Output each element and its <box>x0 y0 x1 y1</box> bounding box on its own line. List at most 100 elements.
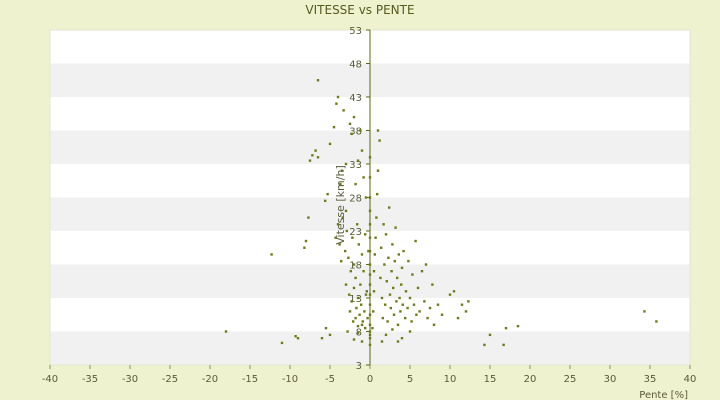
data-point <box>342 109 345 112</box>
data-point <box>412 303 416 306</box>
y-tick-label: 48 <box>349 60 362 71</box>
y-tick-label: 3 <box>356 361 362 372</box>
data-point <box>324 326 328 330</box>
data-point <box>418 310 421 313</box>
data-point <box>368 293 372 296</box>
data-point <box>399 310 402 313</box>
data-point <box>368 303 372 306</box>
data-point <box>407 259 410 263</box>
data-point <box>381 316 384 320</box>
data-point <box>344 283 348 286</box>
data-point <box>420 270 424 273</box>
data-point <box>356 296 360 300</box>
data-point <box>336 95 340 99</box>
data-point <box>304 239 308 243</box>
data-point <box>383 263 386 266</box>
y-tick-label: 28 <box>349 194 362 205</box>
data-point <box>296 337 300 340</box>
data-point <box>395 300 398 303</box>
data-point <box>368 249 372 253</box>
x-tick-label: -5 <box>325 374 335 385</box>
data-point <box>360 303 363 306</box>
data-point <box>373 253 376 256</box>
data-point <box>390 270 393 273</box>
x-tick-label: 35 <box>644 374 657 385</box>
x-tick-label: -25 <box>162 374 178 385</box>
data-point <box>396 323 400 326</box>
data-point <box>368 343 372 347</box>
y-tick-label: 33 <box>349 160 362 171</box>
data-point <box>396 340 400 343</box>
data-point <box>314 149 317 152</box>
data-point <box>504 326 508 330</box>
x-tick-label: -30 <box>122 374 138 385</box>
data-point <box>334 236 337 239</box>
data-point <box>356 159 360 162</box>
data-point <box>344 209 348 213</box>
data-point <box>440 313 444 316</box>
y-tick-label: 13 <box>349 294 362 305</box>
data-point <box>360 340 364 343</box>
data-point <box>367 249 370 253</box>
data-point <box>452 290 456 293</box>
data-point <box>360 323 364 326</box>
data-point <box>376 129 380 132</box>
data-point <box>384 303 387 306</box>
data-point <box>423 300 426 303</box>
data-point <box>368 323 372 326</box>
data-point <box>350 300 353 303</box>
data-point <box>368 263 372 266</box>
data-point <box>431 283 434 286</box>
data-point <box>358 313 361 316</box>
data-point <box>364 196 368 199</box>
data-point <box>516 324 520 328</box>
data-point <box>270 253 273 256</box>
data-point <box>280 341 284 345</box>
data-point <box>374 236 377 239</box>
data-point <box>224 330 228 333</box>
data-point <box>386 320 389 323</box>
data-point <box>344 162 348 166</box>
data-point <box>328 142 332 146</box>
data-point <box>359 129 362 132</box>
data-point <box>467 300 470 303</box>
data-point <box>368 223 372 226</box>
x-tick-label: -20 <box>202 374 218 385</box>
data-point <box>388 293 392 296</box>
data-point <box>349 270 352 273</box>
data-point <box>361 320 364 323</box>
data-point <box>392 313 396 316</box>
data-point <box>376 192 379 196</box>
x-tick-label: 20 <box>524 374 537 385</box>
data-point <box>483 343 486 347</box>
data-point <box>368 313 372 316</box>
data-point <box>357 243 360 246</box>
x-tick-label: 30 <box>604 374 617 385</box>
data-point <box>341 216 344 219</box>
data-point <box>368 337 372 340</box>
data-point <box>345 229 348 233</box>
data-point <box>406 306 409 310</box>
data-point <box>365 290 368 293</box>
data-point <box>411 273 414 276</box>
data-point <box>362 176 365 179</box>
data-point <box>348 310 352 313</box>
data-point <box>354 276 357 280</box>
data-point <box>351 236 354 239</box>
data-point <box>344 249 347 253</box>
data-point <box>408 330 412 333</box>
data-point <box>382 223 385 226</box>
data-point <box>400 283 403 286</box>
data-point <box>308 159 312 162</box>
data-point <box>335 102 338 105</box>
data-point <box>354 182 357 186</box>
data-point <box>352 286 356 290</box>
data-point <box>384 333 388 337</box>
data-point <box>360 253 364 256</box>
data-point <box>385 280 388 283</box>
data-point <box>426 316 429 320</box>
x-tick-label: 15 <box>484 374 497 385</box>
data-point <box>404 316 407 320</box>
chart-title: VITESSE vs PENTE <box>305 3 414 17</box>
